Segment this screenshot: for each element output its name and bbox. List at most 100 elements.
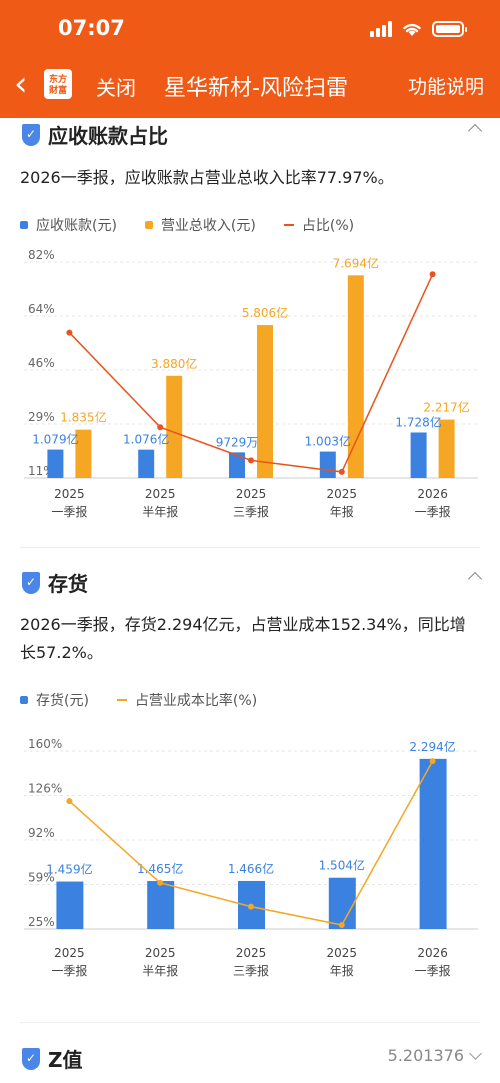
logo-glyphs: 东方 财富 bbox=[48, 73, 67, 96]
legend-item[interactable]: 占比(%) bbox=[283, 215, 355, 235]
section-title: 应收账款占比 bbox=[48, 124, 168, 148]
legend-label: 占比(%) bbox=[301, 218, 355, 234]
legend-item[interactable]: 应收账款(元) bbox=[20, 215, 117, 235]
chart-legend: 应收账款(元) 营业总收入(元) 占比(%) bbox=[20, 215, 382, 235]
x-tick-label: 一季报 bbox=[415, 504, 451, 519]
y-tick-label: 82% bbox=[28, 250, 55, 262]
y-tick-label: 160% bbox=[28, 737, 62, 751]
bar-label: 7.694亿 bbox=[333, 255, 379, 270]
bar-label: 1.079亿 bbox=[32, 432, 78, 447]
legend-swatch bbox=[20, 221, 28, 229]
legend-label: 存货(元) bbox=[36, 693, 89, 709]
ratio-point bbox=[157, 879, 164, 886]
status-icons bbox=[370, 21, 467, 37]
y-tick-label: 126% bbox=[28, 782, 62, 796]
bar-label: 2.217亿 bbox=[423, 400, 469, 415]
ratio-point bbox=[248, 457, 254, 464]
bar-label: 9729万 bbox=[216, 435, 259, 449]
bar-receivables bbox=[319, 451, 336, 478]
nav-bar: ‹ 东方 财富 关闭 星华新材-风险扫雷 功能说明 bbox=[0, 60, 500, 112]
back-chevron-icon[interactable]: ‹ bbox=[14, 64, 28, 104]
bar-label: 1.003亿 bbox=[305, 434, 351, 449]
bar-label: 2.294亿 bbox=[409, 739, 455, 754]
inventory-chart: 160%126%92%59%25%1.459亿2025一季报1.465亿2025… bbox=[24, 737, 478, 978]
bar-revenue bbox=[438, 419, 455, 478]
battery-icon bbox=[432, 21, 467, 37]
bar-inventory bbox=[147, 881, 175, 929]
legend-item[interactable]: 营业总收入(元) bbox=[144, 215, 256, 235]
y-tick-label: 59% bbox=[28, 871, 55, 885]
x-tick-label: 一季报 bbox=[51, 504, 87, 519]
app-logo: 东方 财富 bbox=[44, 69, 72, 99]
status-bar: 07:07 bbox=[0, 0, 500, 60]
legend-label: 营业总收入(元) bbox=[160, 218, 256, 234]
section-title: 存货 bbox=[48, 572, 88, 596]
ratio-point bbox=[429, 271, 436, 278]
close-button[interactable]: 关闭 bbox=[96, 76, 136, 100]
svg-text:财富: 财富 bbox=[48, 84, 67, 96]
bar-label: 1.466亿 bbox=[228, 861, 274, 876]
wifi-icon bbox=[403, 23, 421, 36]
chevron-up-icon[interactable] bbox=[467, 123, 483, 139]
bar-inventory bbox=[419, 758, 447, 929]
legend-swatch bbox=[283, 224, 294, 226]
legend-item[interactable]: 占营业成本比率(%) bbox=[116, 690, 258, 710]
divider bbox=[20, 547, 480, 548]
bar-label: 1.504亿 bbox=[319, 858, 365, 873]
z-value: 5.201376 bbox=[387, 1046, 464, 1065]
legend-swatch bbox=[20, 696, 28, 704]
x-tick-label: 2026 bbox=[417, 946, 448, 960]
x-tick-label: 2025 bbox=[54, 487, 85, 501]
svg-text:东方: 东方 bbox=[49, 73, 67, 85]
ratio-point bbox=[429, 758, 436, 765]
x-tick-label: 2025 bbox=[236, 946, 267, 960]
bar-inventory bbox=[56, 881, 84, 929]
ratio-point bbox=[338, 468, 345, 475]
x-tick-label: 三季报 bbox=[233, 963, 269, 978]
bar-label: 1.076亿 bbox=[123, 432, 169, 447]
section-zvalue-header[interactable]: ✓ Z值 5.201376 bbox=[0, 1044, 500, 1080]
section-summary: 2026一季报，应收账款占营业总收入比率77.97%。 bbox=[20, 168, 394, 187]
app-header: 07:07 ‹ 东方 财富 关闭 星华新材-风险扫雷 功能说明 bbox=[0, 0, 500, 118]
bar-receivables bbox=[410, 432, 427, 478]
x-tick-label: 半年报 bbox=[142, 963, 178, 978]
chevron-down-icon[interactable] bbox=[469, 1047, 482, 1060]
x-tick-label: 一季报 bbox=[51, 963, 87, 978]
section-receivables-header[interactable]: ✓ 应收账款占比 bbox=[0, 120, 500, 156]
x-tick-label: 2025 bbox=[327, 487, 358, 501]
page-title: 星华新材-风险扫雷 bbox=[164, 76, 348, 101]
bar-label: 1.728亿 bbox=[395, 414, 441, 429]
chevron-up-icon[interactable] bbox=[467, 571, 483, 587]
bar-receivables bbox=[138, 449, 155, 478]
legend-item[interactable]: 存货(元) bbox=[20, 690, 89, 710]
x-tick-label: 年报 bbox=[330, 963, 354, 978]
y-tick-label: 46% bbox=[28, 356, 55, 370]
bar-revenue bbox=[347, 275, 364, 478]
signal-icon bbox=[370, 21, 392, 37]
x-tick-label: 半年报 bbox=[142, 504, 178, 519]
ratio-point bbox=[66, 329, 73, 336]
section-title: Z值 bbox=[48, 1048, 83, 1072]
x-tick-label: 年报 bbox=[330, 504, 354, 519]
bar-label: 1.835亿 bbox=[60, 410, 106, 425]
ratio-point bbox=[157, 424, 164, 431]
y-tick-label: 29% bbox=[28, 410, 55, 424]
y-tick-label: 25% bbox=[28, 915, 55, 929]
ratio-point bbox=[338, 922, 345, 929]
legend-label: 占营业成本比率(%) bbox=[134, 693, 258, 709]
y-tick-label: 92% bbox=[28, 826, 55, 840]
bar-revenue bbox=[166, 375, 183, 478]
help-button[interactable]: 功能说明 bbox=[407, 76, 484, 98]
section-inventory-header[interactable]: ✓ 存货 bbox=[0, 568, 500, 604]
legend-swatch bbox=[144, 221, 153, 229]
y-tick-label: 64% bbox=[28, 302, 55, 316]
x-tick-label: 2025 bbox=[145, 487, 176, 501]
bar-label: 3.880亿 bbox=[151, 356, 197, 371]
shield-check-icon: ✓ bbox=[22, 1048, 40, 1070]
bar-inventory bbox=[328, 877, 356, 929]
status-time: 07:07 bbox=[58, 16, 125, 40]
x-tick-label: 2025 bbox=[236, 487, 267, 501]
section-summary: 2026一季报，存货2.294亿元，占营业成本152.34%，同比增长57.2%… bbox=[20, 615, 466, 662]
bar-receivables bbox=[229, 452, 245, 478]
shield-check-icon: ✓ bbox=[22, 572, 40, 594]
